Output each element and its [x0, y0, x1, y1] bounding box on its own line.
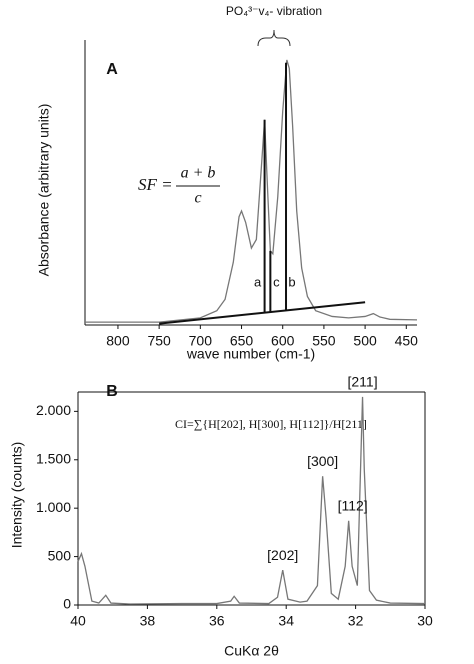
- marker-label: b: [288, 274, 295, 289]
- x-tick-label: 500: [353, 333, 377, 349]
- spectrum-line: [77, 396, 426, 605]
- x-tick-label: 34: [278, 613, 294, 629]
- x-tick-label: 30: [417, 613, 433, 629]
- formula-lhs: SF =: [138, 175, 173, 194]
- peak-label: [211]: [347, 374, 377, 390]
- y-axis-label: Absorbance (arbitrary units): [36, 104, 52, 277]
- peak-label: [300]: [307, 453, 338, 469]
- x-tick-label: 700: [189, 333, 213, 349]
- formula-denominator: c: [194, 190, 201, 207]
- x-tick-label: 750: [147, 333, 171, 349]
- x-tick-label: 38: [140, 613, 156, 629]
- peak-label: [202]: [267, 547, 298, 563]
- marker-label: c: [273, 274, 280, 289]
- spectrum-line: [85, 59, 418, 323]
- marker-label: a: [254, 274, 262, 289]
- y-axis-label: Intensity (counts): [9, 442, 25, 549]
- x-tick-label: 600: [271, 333, 295, 349]
- x-tick-label: 550: [312, 333, 336, 349]
- formula-numerator: a + b: [181, 165, 216, 182]
- y-tick-label: 0: [63, 596, 71, 612]
- y-tick-label: 1.500: [36, 450, 71, 466]
- y-tick-label: 500: [48, 547, 72, 563]
- annotation: CI=∑{H[202], H[300], H[112]}/H[211]: [175, 417, 367, 431]
- y-tick-label: 2.000: [36, 402, 71, 418]
- y-tick-label: 1.000: [36, 499, 71, 515]
- baseline: [159, 301, 366, 325]
- x-tick-label: 36: [209, 613, 225, 629]
- x-tick-label: 650: [230, 333, 254, 349]
- annotation: PO₄³⁻v₄- vibration: [226, 4, 322, 18]
- brace: [257, 29, 291, 47]
- x-tick-label: 40: [70, 613, 86, 629]
- peak-label: [112]: [338, 497, 368, 513]
- x-axis-label: CuKα 2θ: [224, 643, 279, 659]
- x-tick-label: 800: [106, 333, 130, 349]
- x-tick-label: 450: [395, 333, 419, 349]
- x-tick-label: 32: [348, 613, 364, 629]
- x-axis-label: wave number (cm-1): [186, 346, 315, 362]
- chart-title: A: [106, 61, 118, 78]
